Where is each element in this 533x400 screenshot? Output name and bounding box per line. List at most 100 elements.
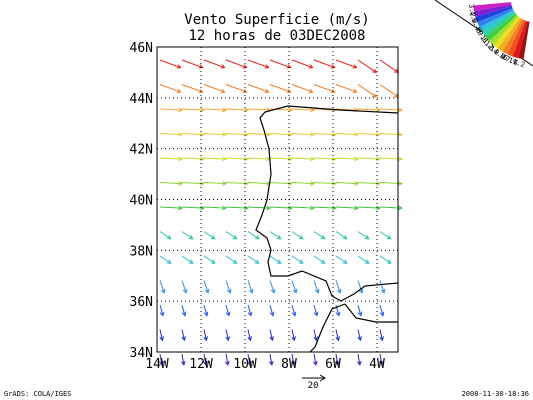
x-axis-label: 10W bbox=[233, 357, 257, 372]
wind-arrowhead bbox=[176, 64, 182, 69]
wind-arrowhead bbox=[244, 107, 250, 113]
wind-arrowhead bbox=[181, 336, 186, 342]
wind-arrow bbox=[225, 108, 248, 111]
wind-arrow bbox=[313, 280, 319, 293]
wind-arrowhead bbox=[379, 336, 384, 342]
wind-arrowhead bbox=[364, 259, 370, 264]
wind-arrowhead bbox=[200, 181, 206, 186]
wind-arrow bbox=[357, 59, 377, 73]
wind-arrow bbox=[269, 280, 275, 293]
wind-arrow bbox=[159, 280, 165, 293]
wind-arrowhead bbox=[232, 259, 238, 264]
y-axis-label: 36N bbox=[130, 295, 153, 310]
legend-swatch bbox=[512, 20, 528, 59]
wind-arrowhead bbox=[210, 235, 216, 240]
wind-arrowhead bbox=[376, 205, 382, 211]
wind-arrowhead bbox=[398, 156, 404, 162]
wind-arrow bbox=[335, 353, 339, 365]
wind-arrow bbox=[203, 280, 209, 293]
wind-arrow bbox=[357, 280, 363, 293]
wind-arrow bbox=[225, 133, 248, 136]
wind-arrowhead bbox=[180, 360, 186, 366]
wind-arrowhead bbox=[342, 259, 348, 264]
wind-arrowhead bbox=[269, 336, 274, 342]
wind-arrowhead bbox=[166, 235, 172, 240]
wind-arrow bbox=[313, 329, 317, 341]
wind-arrowhead bbox=[376, 132, 382, 137]
wind-arrowhead bbox=[398, 132, 404, 137]
wind-arrowhead bbox=[342, 235, 348, 240]
legend-swatch bbox=[518, 21, 530, 60]
wind-arrowhead bbox=[291, 336, 296, 342]
y-axis-label: 44N bbox=[130, 92, 153, 107]
wind-arrowhead bbox=[358, 288, 364, 294]
legend-swatch bbox=[473, 2, 512, 12]
wind-arrow bbox=[181, 206, 204, 209]
x-axis-label: 6W bbox=[325, 357, 341, 372]
wind-arrow bbox=[159, 108, 182, 111]
wind-arrowhead bbox=[288, 156, 294, 162]
wind-arrowhead bbox=[286, 64, 292, 69]
wind-arrowhead bbox=[298, 235, 304, 240]
wind-arrow bbox=[203, 231, 216, 240]
wind-arrow bbox=[181, 304, 186, 316]
wind-arrow bbox=[335, 133, 358, 136]
wind-arrow bbox=[357, 206, 380, 209]
wind-arrow bbox=[357, 182, 380, 185]
wind-arrow bbox=[225, 304, 230, 316]
wind-arrowhead bbox=[312, 360, 318, 366]
wind-arrow bbox=[225, 280, 231, 293]
wind-arrowhead bbox=[276, 235, 282, 240]
wind-field bbox=[158, 59, 404, 366]
wind-arrowhead bbox=[198, 88, 204, 94]
wind-arrowhead bbox=[313, 311, 319, 317]
wind-arrowhead bbox=[379, 311, 385, 317]
legend-swatch bbox=[493, 16, 521, 49]
wind-arrowhead bbox=[210, 259, 216, 264]
wind-arrowhead bbox=[178, 156, 184, 162]
wind-arrow bbox=[225, 231, 238, 240]
wind-arrowhead bbox=[200, 107, 206, 113]
wind-arrowhead bbox=[178, 205, 184, 211]
wind-arrow bbox=[269, 206, 292, 209]
wind-arrowhead bbox=[244, 132, 250, 137]
wind-arrowhead bbox=[276, 259, 282, 264]
wind-arrowhead bbox=[352, 64, 358, 69]
wind-arrow bbox=[225, 255, 238, 264]
coastline bbox=[255, 105, 399, 302]
wind-arrow bbox=[379, 304, 384, 316]
wind-arrow bbox=[247, 157, 270, 160]
footer-left: GrADS: COLA/IGES bbox=[4, 390, 71, 398]
wind-arrow bbox=[313, 182, 336, 185]
wind-arrow bbox=[203, 304, 208, 316]
wind-arrow bbox=[159, 157, 182, 160]
coastline-africa bbox=[309, 303, 346, 353]
reference-arrowhead bbox=[319, 374, 326, 382]
wind-arrow bbox=[225, 206, 248, 209]
wind-arrowhead bbox=[246, 360, 252, 366]
wind-arrowhead bbox=[288, 132, 294, 137]
wind-arrowhead bbox=[242, 64, 248, 69]
wind-arrowhead bbox=[332, 181, 338, 186]
wind-arrow bbox=[269, 304, 274, 316]
wind-arrow bbox=[203, 329, 207, 341]
wind-arrowhead bbox=[178, 181, 184, 186]
wind-arrow bbox=[313, 157, 336, 160]
wind-arrowhead bbox=[332, 132, 338, 137]
wind-arrowhead bbox=[310, 107, 316, 113]
wind-arrowhead bbox=[286, 88, 292, 94]
wind-arrow bbox=[203, 255, 216, 264]
wind-arrowhead bbox=[354, 132, 360, 137]
wind-arrow bbox=[335, 108, 358, 111]
wind-arrow bbox=[159, 84, 181, 93]
wind-arrowhead bbox=[335, 311, 341, 317]
wind-arrowhead bbox=[398, 205, 404, 211]
legend-swatch bbox=[474, 4, 512, 17]
wind-arrow bbox=[225, 157, 248, 160]
wind-arrow bbox=[335, 255, 348, 264]
wind-arrow bbox=[379, 157, 402, 160]
wind-arrow bbox=[181, 329, 185, 341]
wind-arrow bbox=[159, 231, 172, 240]
x-axis-label: 12W bbox=[189, 357, 213, 372]
wind-arrow bbox=[313, 206, 336, 209]
